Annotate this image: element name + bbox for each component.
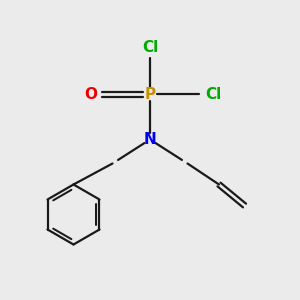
Text: P: P [144,87,156,102]
Text: N: N [144,132,156,147]
Text: Cl: Cl [142,40,158,55]
Text: O: O [84,87,97,102]
Text: Cl: Cl [205,87,221,102]
